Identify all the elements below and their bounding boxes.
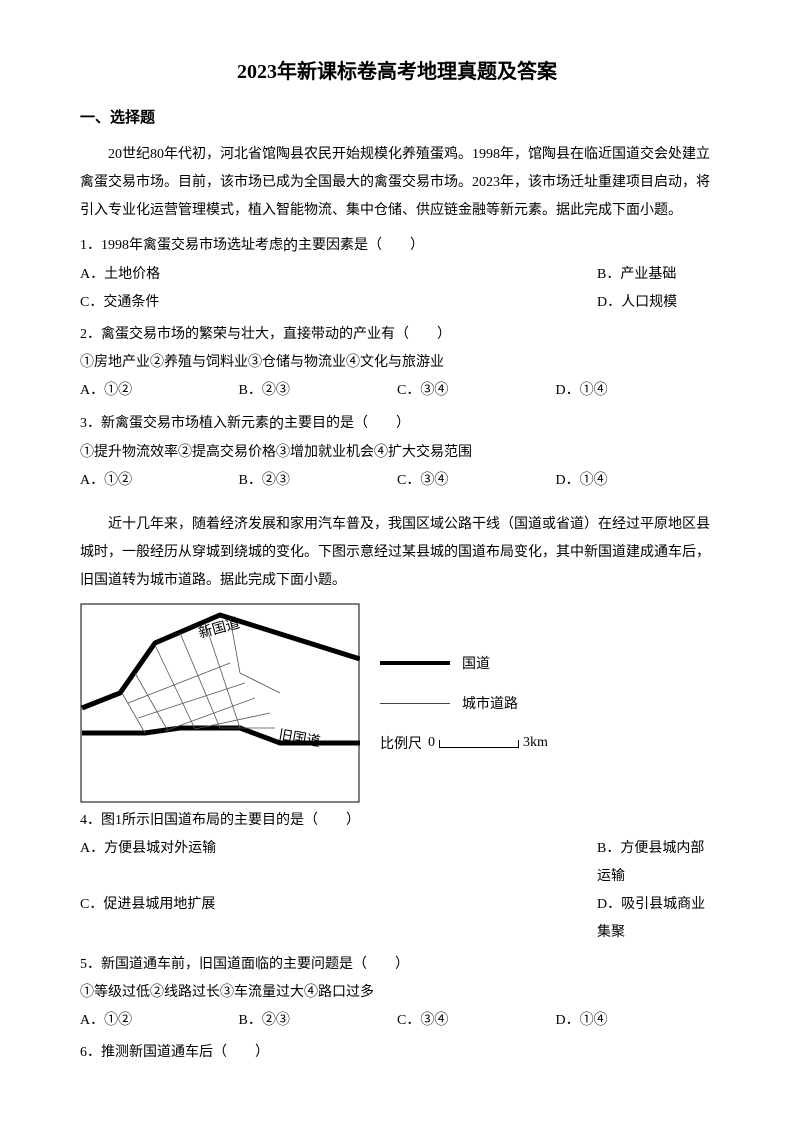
q1-opt-c: C．交通条件 (80, 289, 397, 317)
q1-options-row2: C．交通条件 D．人口规模 (80, 289, 714, 317)
map-svg: 新国道 旧国道 (80, 603, 360, 803)
legend-thick-icon (380, 661, 450, 665)
question-2: 2．禽蛋交易市场的繁荣与壮大，直接带动的产业有（ ） (80, 321, 714, 349)
q2-options: A．①② B．②③ C．③④ D．①④ (80, 377, 714, 405)
q4-opt-c: C．促进县城用地扩展 (80, 891, 397, 947)
legend-row-1: 国道 (380, 653, 548, 673)
q5-opt-b: B．②③ (239, 1007, 398, 1035)
q4-opt-b: B．方便县城内部运输 (397, 835, 714, 891)
q2-sub: ①房地产业②养殖与饲料业③仓储与物流业④文化与旅游业 (80, 349, 714, 377)
passage-2: 近十几年来，随着经济发展和家用汽车普及，我国区域公路干线（国道或省道）在经过平原… (80, 511, 714, 595)
q1-opt-d: D．人口规模 (397, 289, 714, 317)
q3-sub: ①提升物流效率②提高交易价格③增加就业机会④扩大交易范围 (80, 439, 714, 467)
scale-row: 比例尺 0 3km (380, 733, 548, 753)
question-5: 5．新国道通车前，旧国道面临的主要问题是（ ） (80, 951, 714, 979)
q2-opt-d: D．①④ (556, 377, 715, 405)
q1-stem-b: 主要因素是（ ） (298, 238, 424, 253)
legend-area: 国道 城市道路 比例尺 0 3km (380, 653, 548, 753)
scale-zero: 0 (428, 735, 435, 751)
q1-opt-b: B．产业基础 (397, 261, 714, 289)
q2-opt-c: C．③④ (397, 377, 556, 405)
q5-sub: ①等级过低②线路过长③车流量过大④路口过多 (80, 979, 714, 1007)
q3-de: 的 (269, 416, 284, 432)
q3-stem-a: 3．新禽蛋交易市场植入新元素 (80, 416, 269, 431)
scale-label: 比例尺 (380, 733, 422, 753)
q3-options: A．①② B．②③ C．③④ D．①④ (80, 467, 714, 495)
q5-opt-a: A．①② (80, 1007, 239, 1035)
q4-opt-a: A．方便县城对外运输 (80, 835, 397, 891)
q2-opt-b: B．②③ (239, 377, 398, 405)
q3-opt-c: C．③④ (397, 467, 556, 495)
q2-opt-a: A．①② (80, 377, 239, 405)
q1-opt-a: A．土地价格 (80, 261, 397, 289)
q3-opt-b: B．②③ (239, 467, 398, 495)
q5-opt-d: D．①④ (556, 1007, 715, 1035)
section-heading: 一、选择题 (80, 106, 714, 127)
q3-stem-b: 主要目的是（ ） (284, 416, 410, 431)
q4-opt-d: D．吸引县城商业集聚 (397, 891, 714, 947)
page-title: 2023年新课标卷高考地理真题及答案 (80, 55, 714, 84)
legend-row-2: 城市道路 (380, 693, 548, 713)
legend-label-1: 国道 (462, 653, 490, 673)
legend-thin-icon (380, 703, 450, 704)
diagram-area: 新国道 旧国道 国道 城市道路 比例尺 0 3km (80, 603, 714, 803)
q4-options-row1: A．方便县城对外运输 B．方便县城内部运输 (80, 835, 714, 891)
question-3: 3．新禽蛋交易市场植入新元素的主要目的是（ ） (80, 409, 714, 439)
q3-opt-d: D．①④ (556, 467, 715, 495)
passage-1: 20世纪80年代初，河北省馆陶县农民开始规模化养殖蛋鸡。1998年，馆陶县在临近… (80, 141, 714, 225)
question-4: 4．图1所示旧国道布局的主要目的是（ ） (80, 807, 714, 835)
q1-de: 的 (283, 238, 298, 254)
scale-bar-icon (439, 738, 519, 748)
scale-value: 3km (523, 735, 548, 751)
q4-options-row2: C．促进县城用地扩展 D．吸引县城商业集聚 (80, 891, 714, 947)
q1-stem-a: 1．1998年禽蛋交易市场选址考虑 (80, 238, 283, 253)
question-1: 1．1998年禽蛋交易市场选址考虑的主要因素是（ ） (80, 231, 714, 261)
q1-options-row1: A．土地价格 B．产业基础 (80, 261, 714, 289)
q3-opt-a: A．①② (80, 467, 239, 495)
q5-options: A．①② B．②③ C．③④ D．①④ (80, 1007, 714, 1035)
legend-label-2: 城市道路 (462, 693, 518, 713)
q5-opt-c: C．③④ (397, 1007, 556, 1035)
question-6: 6．推测新国道通车后（ ） (80, 1039, 714, 1067)
